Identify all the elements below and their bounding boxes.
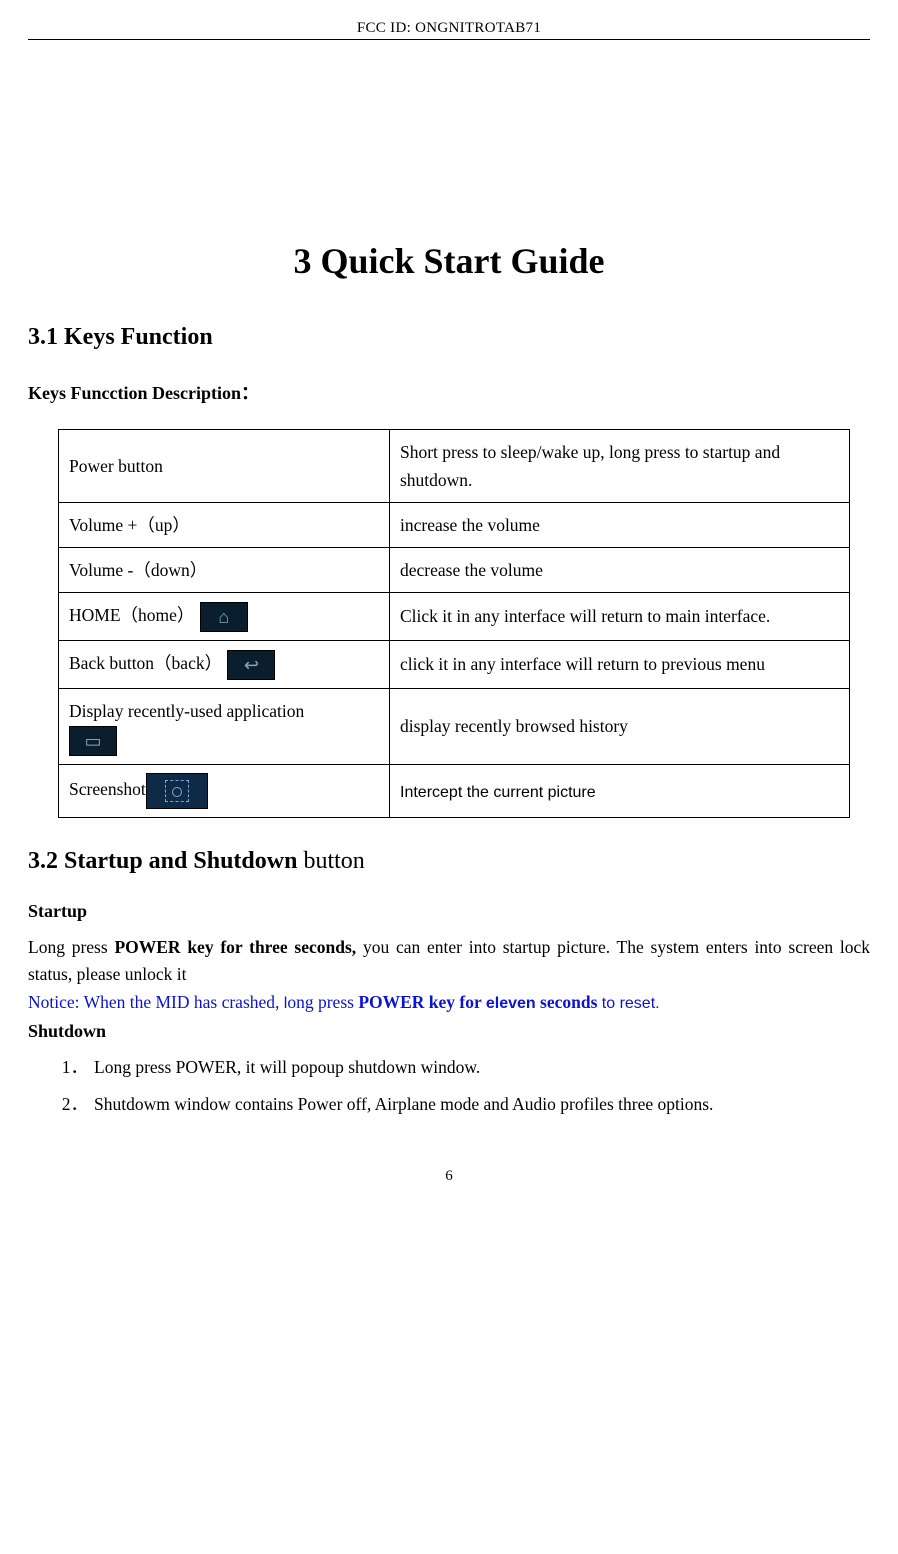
section-3-1-heading: 3.1 Keys Function	[28, 324, 870, 351]
shutdown-list: Long press POWER, it will popoup shutdow…	[28, 1054, 870, 1118]
notice-bold: eleven	[486, 995, 536, 1012]
key-name: Volume +（up）	[59, 503, 390, 548]
key-label: Display recently-used application	[69, 701, 304, 721]
keys-table: Power button Short press to sleep/wake u…	[58, 429, 850, 818]
key-name: Screenshot	[59, 764, 390, 817]
key-name: HOME（home） ⌂	[59, 593, 390, 641]
keys-description-heading: Keys Funcction Description：	[28, 379, 870, 405]
list-item: Shutdowm window contains Power off, Airp…	[88, 1091, 870, 1118]
key-name: Volume -（down）	[59, 548, 390, 593]
key-label: Back button（back）	[69, 653, 222, 673]
notice-text: Notice: When the MID has crashed,	[28, 992, 284, 1012]
text-bold: POWER key for three seconds,	[114, 937, 356, 957]
key-desc: Intercept the current picture	[390, 764, 850, 817]
heading-bold: 3.2 Startup and Shutdown	[28, 848, 297, 874]
notice-bold: POWER key for	[358, 992, 486, 1012]
table-row: Power button Short press to sleep/wake u…	[59, 430, 850, 503]
screenshot-icon	[146, 773, 208, 809]
table-row: Display recently-used application ▭ disp…	[59, 688, 850, 764]
notice-line: Notice: When the MID has crashed, long p…	[28, 992, 870, 1013]
list-item: Long press POWER, it will popoup shutdow…	[88, 1054, 870, 1081]
heading-light: button	[297, 848, 364, 874]
header-fcc-id: FCC ID: ONGNITROTAB71	[28, 20, 870, 40]
startup-paragraph: Long press POWER key for three seconds, …	[28, 934, 870, 988]
notice-text: ong press	[287, 992, 358, 1012]
key-name: Power button	[59, 430, 390, 503]
section-3-2-heading: 3.2 Startup and Shutdown button	[28, 848, 870, 875]
key-desc: display recently browsed history	[390, 688, 850, 764]
key-desc: increase the volume	[390, 503, 850, 548]
table-row: HOME（home） ⌂ Click it in any interface w…	[59, 593, 850, 641]
key-desc: Short press to sleep/wake up, long press…	[390, 430, 850, 503]
key-name: Back button（back） ↩	[59, 640, 390, 688]
key-label: HOME（home）	[69, 605, 194, 625]
notice-text: to reset.	[602, 995, 660, 1012]
table-row: Back button（back） ↩ click it in any inte…	[59, 640, 850, 688]
key-label: Screenshot	[69, 779, 146, 799]
startup-heading: Startup	[28, 901, 870, 922]
page-number: 6	[28, 1168, 870, 1185]
table-row: Screenshot Intercept the current picture	[59, 764, 850, 817]
table-row: Volume -（down） decrease the volume	[59, 548, 850, 593]
shutdown-heading: Shutdown	[28, 1021, 870, 1042]
key-name: Display recently-used application ▭	[59, 688, 390, 764]
back-icon: ↩	[227, 650, 275, 680]
key-desc: decrease the volume	[390, 548, 850, 593]
table-row: Volume +（up） increase the volume	[59, 503, 850, 548]
text: Long press	[28, 937, 114, 957]
notice-bold: seconds	[536, 992, 602, 1012]
key-desc: Click it in any interface will return to…	[390, 593, 850, 641]
key-desc: click it in any interface will return to…	[390, 640, 850, 688]
key-desc-text: Intercept the current picture	[400, 784, 596, 801]
home-icon: ⌂	[200, 602, 248, 632]
page-title: 3 Quick Start Guide	[28, 240, 870, 282]
recent-apps-icon: ▭	[69, 726, 117, 756]
